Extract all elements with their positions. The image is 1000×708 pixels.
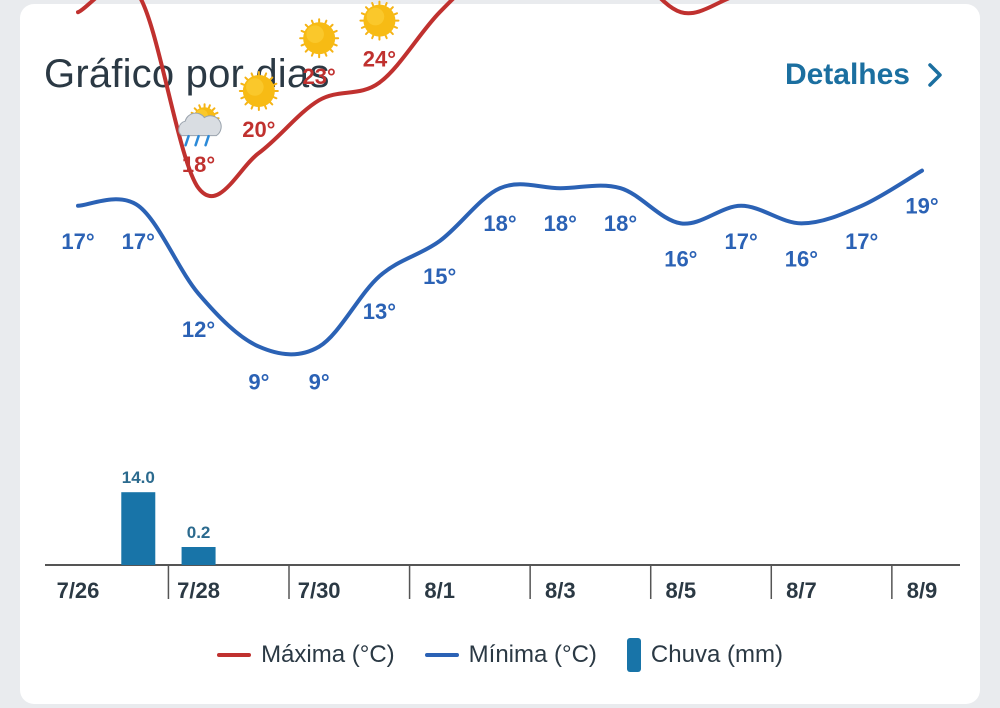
legend-item-rain: Chuva (mm): [626, 638, 783, 672]
max-temp-label: 28°: [423, 0, 456, 1]
min-temp-label: 9°: [309, 370, 330, 395]
legend-label-max: Máxima (°C): [261, 641, 395, 668]
legend-swatch-max: [217, 653, 252, 657]
min-temp-label: 18°: [483, 211, 516, 236]
max-temp-label: 24°: [363, 47, 396, 72]
max-temp-label: 23°: [303, 64, 336, 89]
x-tick-label: 8/1: [424, 578, 455, 603]
x-tick-label: 8/5: [666, 578, 697, 603]
details-link[interactable]: Detalhes: [785, 58, 942, 92]
min-temp-label: 17°: [122, 229, 155, 254]
min-temp-label: 9°: [248, 370, 269, 395]
min-temp-label: 18°: [544, 211, 577, 236]
legend-swatch-rain: [626, 638, 641, 672]
sun-icon: [299, 18, 340, 59]
x-tick-label: 8/3: [545, 578, 576, 603]
max-temp-label: 20°: [242, 117, 275, 142]
min-temp-label: 19°: [905, 194, 938, 219]
min-temp-label: 15°: [423, 264, 456, 289]
min-temp-label: 16°: [785, 246, 818, 271]
min-temp-label: 17°: [725, 229, 758, 254]
rain-value-label: 14.0: [122, 468, 155, 487]
page-title: Gráfico por dias: [44, 52, 330, 96]
legend-item-min: Mínima (°C): [424, 641, 597, 669]
x-tick-label: 7/28: [177, 578, 220, 603]
rain-bar: [121, 492, 156, 565]
legend-label-rain: Chuva (mm): [650, 641, 783, 668]
rain-icon: [178, 103, 222, 147]
min-temp-label: 16°: [664, 246, 697, 271]
legend-label-min: Mínima (°C): [468, 641, 597, 668]
max-temp-label: 28°: [61, 0, 94, 1]
rain-bar: [181, 547, 216, 565]
chevron-right-icon: [928, 63, 942, 87]
x-tick-label: 8/7: [786, 578, 817, 603]
x-tick-label: 7/30: [298, 578, 341, 603]
max-temperature-line: [76, 0, 730, 198]
sun-icon: [359, 0, 400, 41]
sun-icon: [238, 71, 279, 111]
chart-legend: Máxima (°C) Mínima (°C) Chuva (mm): [0, 638, 1000, 672]
legend-swatch-min: [424, 653, 459, 657]
max-temp-label: 18°: [182, 152, 215, 177]
min-temp-label: 17°: [845, 229, 878, 254]
rain-value-label: 0.2: [187, 523, 211, 542]
min-temp-label: 17°: [61, 229, 94, 254]
min-temp-label: 18°: [604, 211, 637, 236]
x-tick-label: 7/26: [57, 578, 100, 603]
min-temp-label: 12°: [182, 317, 215, 342]
details-label: Detalhes: [784, 58, 910, 91]
min-temperature-line: [76, 168, 924, 357]
max-temp-label: 28°: [664, 0, 697, 1]
min-temp-label: 13°: [363, 299, 396, 324]
legend-item-max: Máxima (°C): [217, 641, 395, 669]
x-tick-label: 8/9: [907, 578, 938, 603]
chart-card: [20, 4, 980, 704]
